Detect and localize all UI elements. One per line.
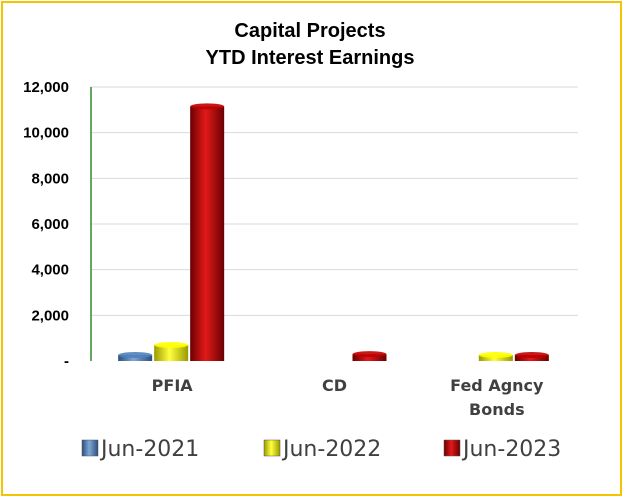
y-tick-label: 6,000 — [31, 216, 69, 233]
bar-top — [154, 342, 189, 349]
y-tick-label: 4,000 — [31, 262, 69, 279]
y-tick-label: 2,000 — [31, 307, 69, 324]
legend-swatch — [263, 439, 281, 457]
y-tick-label: - — [64, 353, 69, 370]
bar-top — [514, 352, 549, 358]
chart-title-line-1: Capital Projects — [234, 20, 385, 42]
bar-top — [190, 103, 225, 110]
bar-body — [118, 355, 153, 361]
legend-item-jun-2021: Jun-2021 — [81, 437, 199, 462]
y-tick-label: 10,000 — [23, 125, 69, 142]
category-label: Fed Agncy — [450, 376, 544, 395]
legend-label: Jun-2021 — [99, 437, 199, 462]
y-tick-label: 8,000 — [31, 170, 69, 187]
legend: Jun-2021 Jun-2022 Jun-2023 — [81, 437, 561, 462]
legend-swatch — [81, 439, 99, 457]
bar-top — [478, 352, 513, 358]
bar-body — [190, 106, 225, 362]
bar-jun-2023-1 — [352, 351, 387, 361]
chart-frame — [1, 1, 622, 496]
legend-label: Jun-2023 — [461, 437, 561, 462]
gridlines — [91, 86, 578, 316]
bar-body — [154, 345, 189, 361]
bar-top — [118, 352, 153, 358]
bar-jun-2023-0 — [190, 103, 225, 362]
bar-jun-2022-2 — [478, 352, 513, 361]
category-label: CD — [322, 376, 347, 395]
y-axis-tick-labels: - 2,000 4,000 6,000 8,000 10,000 12,000 — [23, 79, 69, 370]
bar-jun-2021-0 — [118, 352, 153, 361]
bar-top — [352, 351, 387, 358]
legend-item-jun-2023: Jun-2023 — [443, 437, 561, 462]
bars — [118, 103, 549, 362]
bar-jun-2023-2 — [514, 352, 549, 361]
chart-title: Capital Projects YTD Interest Earnings — [206, 20, 415, 69]
chart-title-line-2: YTD Interest Earnings — [206, 47, 415, 69]
legend-swatch — [443, 439, 461, 457]
x-axis-category-labels: PFIA CD Fed Agncy Bonds — [152, 376, 544, 419]
legend-label: Jun-2022 — [281, 437, 381, 462]
category-label: PFIA — [152, 376, 194, 395]
y-tick-label: 12,000 — [23, 79, 69, 96]
bar-body — [352, 354, 387, 361]
legend-item-jun-2022: Jun-2022 — [263, 437, 381, 462]
category-label: Bonds — [469, 400, 525, 419]
bar-jun-2022-0 — [154, 342, 189, 361]
